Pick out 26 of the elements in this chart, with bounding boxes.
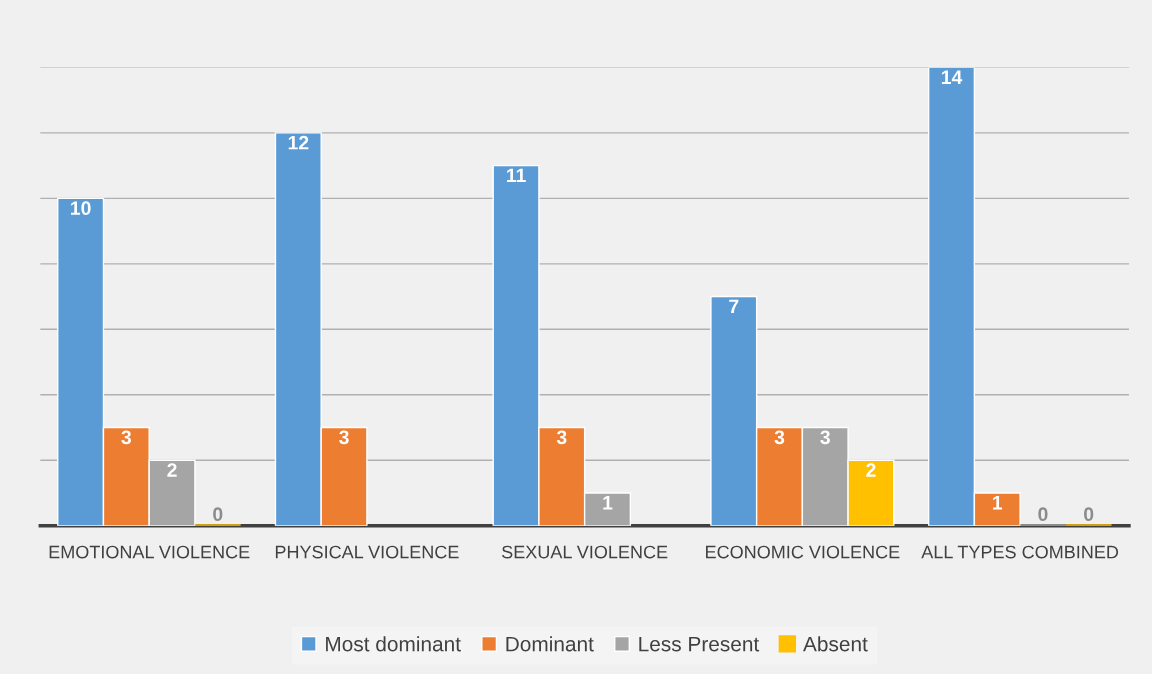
x-tick-label: ALL TYPES COMBINED <box>921 545 1119 559</box>
x-tick-label: PHYSICAL VIOLENCE <box>275 545 459 559</box>
data-label: 0 <box>213 507 223 522</box>
data-label: 1 <box>993 496 1003 510</box>
x-tick-label: ECONOMIC VIOLENCE <box>706 545 900 559</box>
legend-label: Most dominant <box>326 636 461 652</box>
data-label: 12 <box>288 135 309 150</box>
data-label: 1 <box>603 496 613 510</box>
data-label: 3 <box>820 430 830 445</box>
data-label: 0 <box>1084 507 1094 522</box>
data-label: 3 <box>556 430 567 445</box>
data-label: 3 <box>339 430 349 445</box>
data-label: 10 <box>71 201 91 216</box>
data-label: 0 <box>1038 507 1048 522</box>
x-tick-label: EMOTIONAL VIOLENCE <box>49 545 250 559</box>
data-label: 2 <box>866 463 876 477</box>
legend-label: Dominant <box>506 636 594 652</box>
data-label: 7 <box>729 299 739 314</box>
data-label: 2 <box>167 463 177 477</box>
x-tick-label: SEXUAL VIOLENCE <box>502 545 668 559</box>
data-label: 11 <box>507 168 526 183</box>
legend-label: Less Present <box>639 636 760 652</box>
data-label: 14 <box>941 70 963 84</box>
data-label: 3 <box>774 430 785 445</box>
data-label: 3 <box>121 430 132 445</box>
legend-label: Absent <box>803 636 868 652</box>
